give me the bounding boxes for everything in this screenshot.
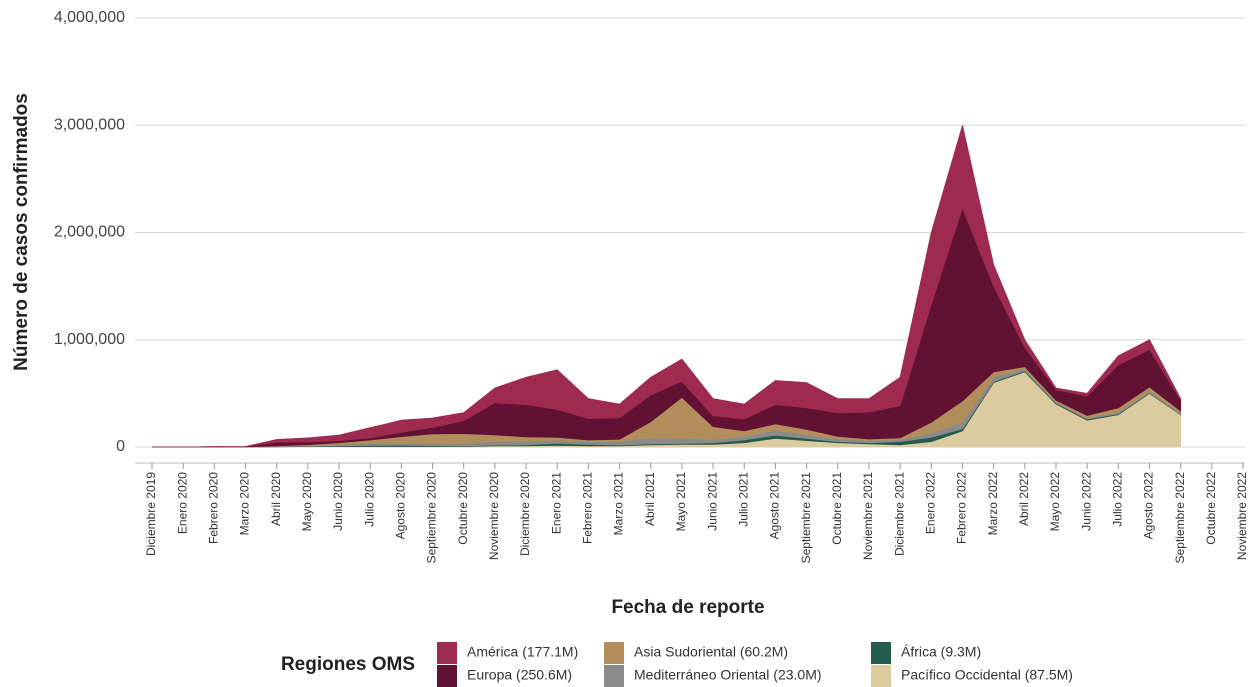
y-tick-label: 3,000,000 [54, 116, 125, 133]
x-tick-label: Noviembre 2020 [487, 472, 501, 560]
legend-swatch [871, 642, 891, 664]
x-tick-label: Septiembre 2022 [1173, 472, 1187, 564]
x-tick-label: Agosto 2022 [1142, 472, 1156, 540]
legend-label: Europa (250.6M) [467, 667, 572, 683]
x-tick-label: Marzo 2021 [612, 472, 626, 536]
x-tick-label: Noviembre 2022 [1235, 472, 1249, 560]
x-tick-label: Febrero 2022 [955, 472, 969, 544]
x-tick-label: Septiembre 2020 [425, 472, 439, 564]
x-tick-label: Diciembre 2021 [892, 472, 906, 556]
y-tick-label: 4,000,000 [54, 9, 125, 26]
legend-label: América (177.1M) [467, 644, 578, 660]
x-tick-label: Agosto 2020 [394, 472, 408, 540]
x-tick-label: Mayo 2022 [1048, 472, 1062, 532]
x-tick-label: Marzo 2022 [986, 472, 1000, 536]
y-tick-label: 0 [116, 438, 125, 455]
x-tick-label: Octubre 2020 [456, 472, 470, 545]
area [152, 125, 1182, 448]
legend-swatch [437, 642, 457, 664]
x-tick-label: Diciembre 2019 [144, 472, 158, 556]
x-tick-label: Julio 2022 [1110, 472, 1124, 527]
x-tick-label: Abril 2022 [1017, 472, 1031, 526]
legend-label: Pacífico Occidental (87.5M) [901, 667, 1073, 683]
x-tick-label: Mayo 2020 [300, 472, 314, 532]
x-tick-label: Noviembre 2021 [861, 472, 875, 560]
legend-title: Regiones OMS [281, 654, 415, 675]
x-tick-label: Octubre 2022 [1204, 472, 1218, 545]
x-axis-title: Fecha de reporte [611, 597, 764, 618]
legend-label: Mediterráneo Oriental (23.0M) [634, 667, 822, 683]
x-tick-label: Junio 2022 [1079, 472, 1093, 531]
x-tick-label: Marzo 2020 [238, 472, 252, 536]
x-tick-label: Octubre 2021 [830, 472, 844, 545]
legend-swatch [604, 642, 624, 664]
y-tick-label: 2,000,000 [54, 224, 125, 241]
legend-swatch [604, 665, 624, 687]
x-tick-label: Enero 2020 [175, 472, 189, 534]
x-tick-label: Julio 2020 [362, 472, 376, 527]
x-tick-label: Diciembre 2020 [518, 472, 532, 556]
legend-label: Asia Sudoriental (60.2M) [634, 644, 788, 660]
x-tick-label: Julio 2021 [736, 472, 750, 527]
legend-swatch [437, 665, 457, 687]
x-tick-label: Septiembre 2021 [799, 472, 813, 564]
x-tick-label: Enero 2021 [549, 472, 563, 534]
x-tick-label: Agosto 2021 [768, 472, 782, 540]
legend-label: África (9.3M) [901, 644, 981, 660]
x-tick-label: Febrero 2020 [207, 472, 221, 544]
y-tick-label: 1,000,000 [54, 331, 125, 348]
x-tick-label: Junio 2021 [705, 472, 719, 531]
x-tick-label: Enero 2022 [923, 472, 937, 534]
x-tick-label: Abril 2021 [643, 472, 657, 526]
x-tick-label: Junio 2020 [331, 472, 345, 531]
x-tick-label: Abril 2020 [269, 472, 283, 526]
legend-swatch [871, 665, 891, 687]
x-tick-label: Mayo 2021 [674, 472, 688, 532]
x-tick-label: Febrero 2021 [581, 472, 595, 544]
y-axis-title: Número de casos confirmados [11, 93, 32, 371]
